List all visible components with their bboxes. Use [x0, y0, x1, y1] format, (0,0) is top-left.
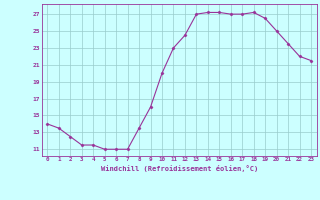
X-axis label: Windchill (Refroidissement éolien,°C): Windchill (Refroidissement éolien,°C)	[100, 165, 258, 172]
